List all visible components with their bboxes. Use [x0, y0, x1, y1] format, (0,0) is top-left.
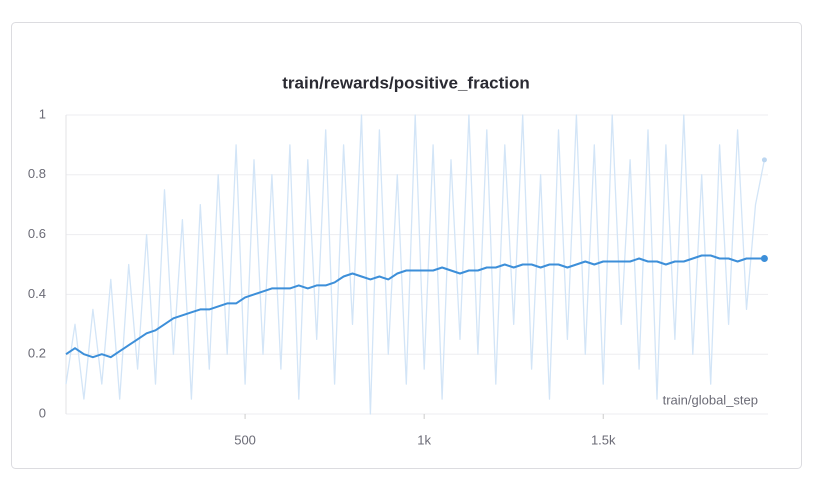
- y-tick-label: 0.4: [28, 286, 46, 301]
- chart-title: train/rewards/positive_fraction: [282, 73, 530, 92]
- raw-line: [65, 114, 766, 415]
- y-tick-label: 0.2: [28, 346, 46, 361]
- end-point: [760, 255, 768, 263]
- x-tick-label: 500: [234, 432, 256, 447]
- y-tick-label: 0.8: [28, 166, 46, 181]
- end-point: [761, 157, 767, 163]
- y-tick-label: 1: [39, 106, 46, 121]
- smoothed-line: [65, 254, 765, 359]
- x-axis-label: train/global_step: [663, 392, 758, 407]
- y-tick-label: 0: [39, 405, 46, 420]
- x-tick-label: 1k: [417, 432, 431, 447]
- x-tick-label: 1.5k: [591, 432, 616, 447]
- y-tick-label: 0.6: [28, 226, 46, 241]
